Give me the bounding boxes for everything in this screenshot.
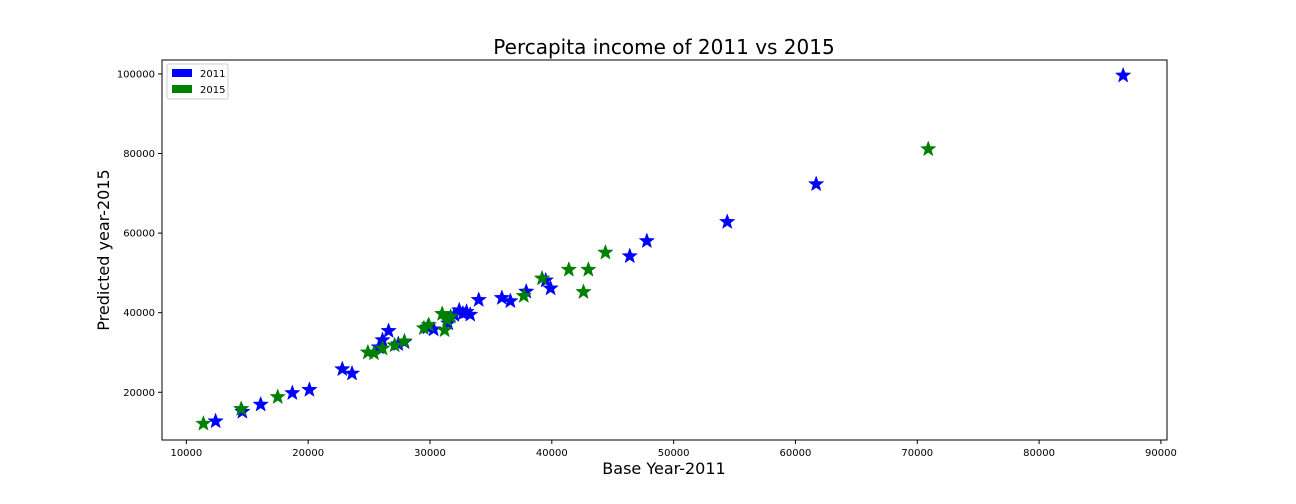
y-tick-label: 20000	[123, 388, 155, 399]
point-2011	[807, 175, 825, 192]
x-tick-label: 50000	[658, 448, 690, 459]
legend-label-2011: 2011	[200, 69, 225, 80]
y-tick-label: 80000	[123, 149, 155, 160]
point-2015	[420, 316, 438, 333]
x-tick-label: 70000	[901, 448, 933, 459]
point-2015	[386, 336, 403, 353]
x-tick-label: 20000	[292, 448, 324, 459]
legend-swatch-2015	[172, 85, 192, 93]
x-axis-label: Base Year-2011	[602, 459, 725, 478]
point-2011	[542, 279, 559, 296]
x-tick-label: 60000	[780, 448, 812, 459]
point-2015	[575, 283, 592, 300]
point-2011	[301, 381, 318, 397]
point-2011	[1114, 66, 1132, 83]
point-2015	[396, 332, 413, 349]
point-2015	[919, 140, 937, 157]
point-2011	[380, 322, 397, 339]
point-2015	[269, 388, 287, 405]
y-axis-label: Predicted year-2015	[94, 169, 113, 330]
point-2011	[502, 292, 519, 309]
legend-label-2015: 2015	[200, 85, 225, 96]
legend-swatch-2011	[172, 69, 192, 77]
x-tick-label: 10000	[170, 448, 202, 459]
point-2011	[470, 291, 488, 308]
x-tick-label: 30000	[414, 448, 446, 459]
point-2011	[718, 213, 736, 230]
y-tick-label: 60000	[123, 229, 155, 240]
chart-title: Percapita income of 2011 vs 2015	[493, 35, 834, 59]
point-2015	[597, 243, 614, 260]
point-2015	[515, 287, 533, 304]
point-2015	[374, 339, 391, 356]
point-2015	[436, 321, 453, 338]
point-2011	[333, 360, 351, 377]
legend: 2011 2015	[166, 63, 229, 100]
x-tick-label: 80000	[1023, 448, 1055, 459]
plot-area	[161, 59, 1168, 441]
point-2015	[580, 260, 597, 277]
point-2011	[621, 247, 639, 264]
data-points	[195, 66, 1132, 431]
point-2015	[560, 260, 578, 277]
y-axis-ticks: 20000 40000 60000 80000 100000	[117, 69, 162, 399]
point-2011	[343, 364, 361, 381]
point-2015	[533, 269, 551, 286]
point-2011	[493, 289, 511, 306]
y-tick-label: 100000	[117, 69, 155, 80]
point-2011	[461, 305, 479, 322]
x-tick-label: 40000	[536, 448, 568, 459]
point-2011	[284, 384, 301, 401]
point-2011	[252, 395, 269, 412]
x-tick-label: 90000	[1145, 448, 1177, 459]
x-axis-ticks: 10000 20000 30000 40000 50000 60000 70000 80000…	[170, 440, 1177, 459]
y-tick-label: 40000	[123, 308, 155, 319]
point-2011	[207, 412, 224, 429]
point-2011	[638, 232, 656, 249]
point-2015	[232, 400, 250, 417]
point-2015	[195, 414, 212, 431]
point-2015	[442, 307, 460, 324]
